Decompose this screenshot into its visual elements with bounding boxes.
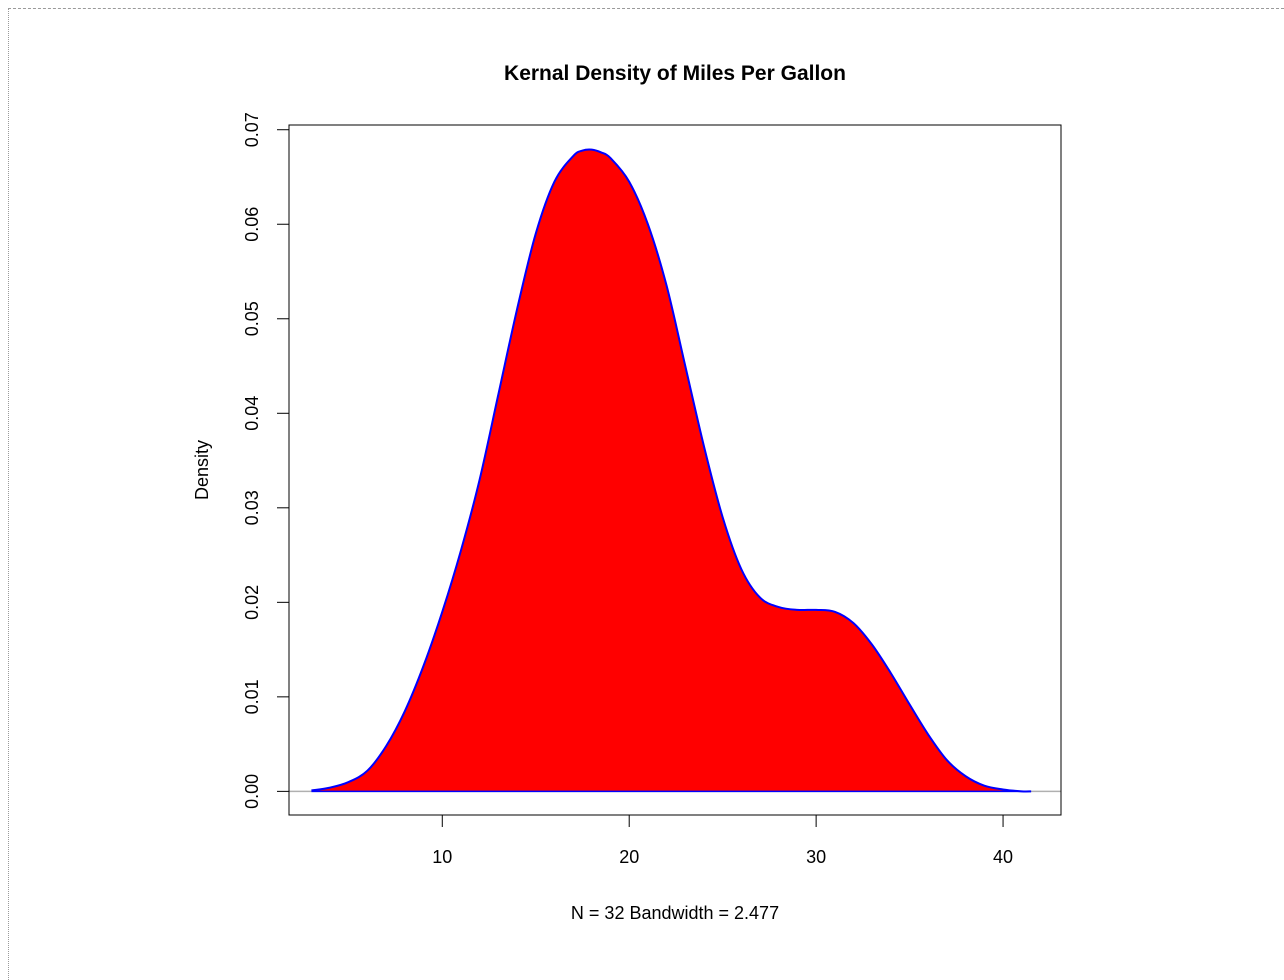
- x-tick-label: 20: [619, 847, 639, 867]
- y-axis: 0.00 0.01 0.02 0.03 0.04 0.05 0.06 0.07: [242, 112, 290, 809]
- y-tick-label: 0.03: [242, 490, 262, 525]
- y-tick-label: 0.01: [242, 679, 262, 714]
- frame-top-border: [8, 8, 1284, 9]
- y-tick-label: 0.00: [242, 774, 262, 809]
- plot-marks: [289, 148, 1061, 793]
- y-tick-label: 0.04: [242, 396, 262, 431]
- y-tick-label: 0.05: [242, 301, 262, 336]
- x-tick-label: 30: [806, 847, 826, 867]
- x-tick-label: 10: [432, 847, 452, 867]
- y-tick-label: 0.02: [242, 585, 262, 620]
- y-axis-label: Density: [192, 440, 212, 500]
- x-axis: 10 20 30 40: [432, 814, 1013, 867]
- y-tick-label: 0.07: [242, 112, 262, 147]
- frame-left-border: [8, 8, 9, 980]
- y-tick-label: 0.06: [242, 207, 262, 242]
- density-area-fill: [311, 149, 1032, 792]
- x-tick-label: 40: [993, 847, 1013, 867]
- chart-title: Kernal Density of Miles Per Gallon: [504, 62, 846, 85]
- x-axis-label: N = 32 Bandwidth = 2.477: [571, 903, 779, 923]
- density-curve-line: [311, 148, 1032, 793]
